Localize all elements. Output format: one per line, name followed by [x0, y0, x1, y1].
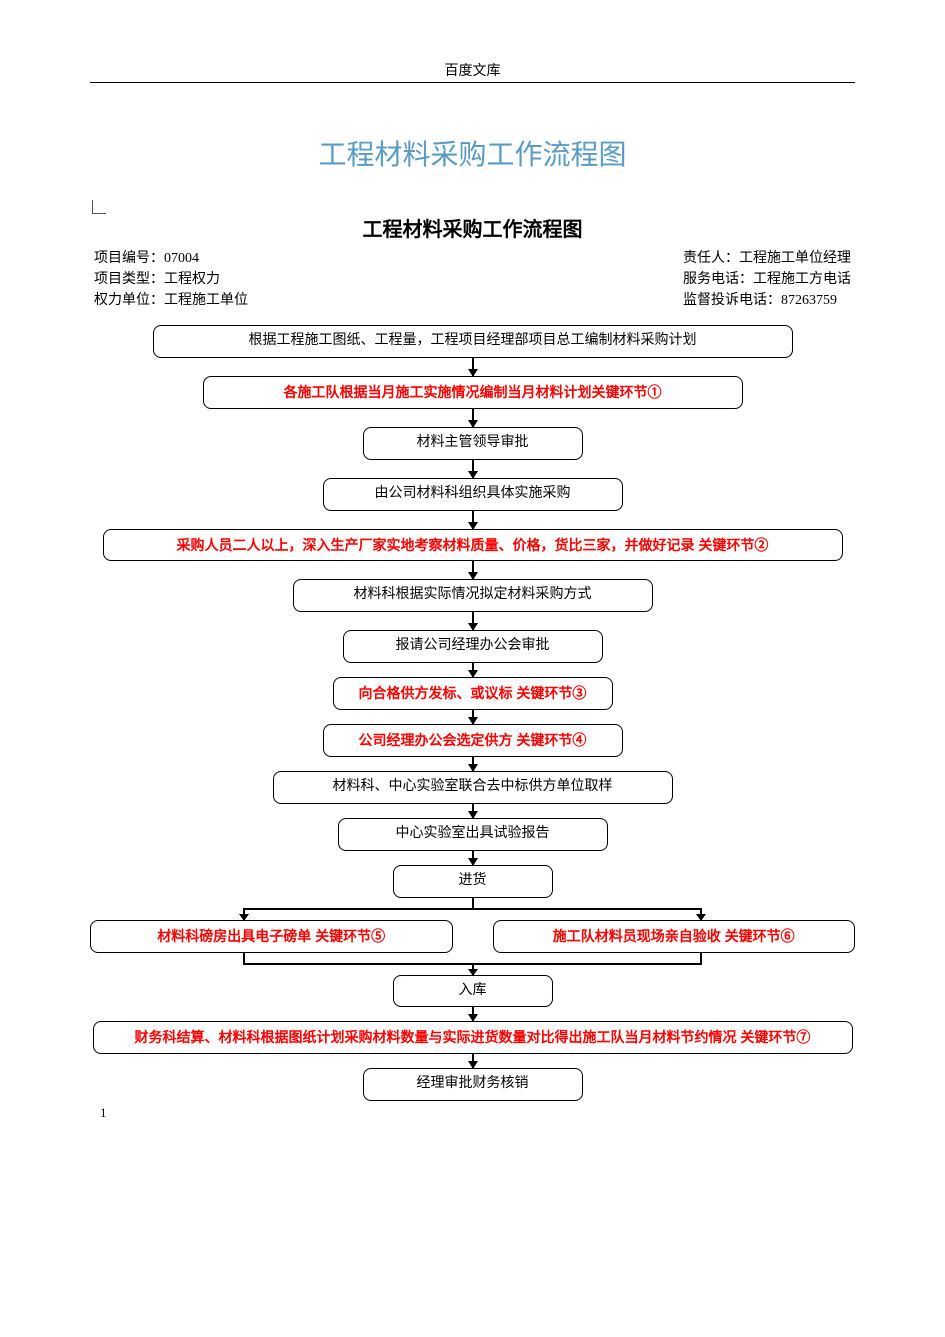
site-header: 百度文库 — [90, 60, 855, 83]
flow-arrow — [472, 358, 474, 376]
flow-split-connector — [90, 898, 855, 920]
flow-node-16: 财务科结算、材料科根据图纸计划采购材料数量与实际进货数量对比得出施工队当月材料节… — [93, 1021, 853, 1054]
flow-merge-connector — [90, 953, 855, 975]
flow-node-7: 报请公司经理办公会审批 — [343, 630, 603, 663]
flow-node-10: 材料科、中心实验室联合去中标供方单位取样 — [273, 771, 673, 804]
flow-node-4: 由公司材料科组织具体实施采购 — [323, 478, 623, 511]
flow-node-8: 向合格供方发标、或议标 关键环节③ — [333, 677, 613, 710]
flow-node-5: 采购人员二人以上，深入生产厂家实地考察材料质量、价格，货比三家，并做好记录 关键… — [103, 529, 843, 562]
meta-project-type: 项目类型：工程权力 — [94, 269, 248, 290]
flow-arrow — [472, 511, 474, 529]
sub-title: 工程材料采购工作流程图 — [90, 213, 855, 242]
flow-arrow — [472, 710, 474, 724]
flow-node-9: 公司经理办公会选定供方 关键环节④ — [323, 724, 623, 757]
flow-node-3: 材料主管领导审批 — [363, 427, 583, 460]
flow-node-17: 经理审批财务核销 — [363, 1068, 583, 1101]
flow-arrow — [472, 663, 474, 677]
flow-arrow — [472, 561, 474, 579]
flowchart: 根据工程施工图纸、工程量，工程项目经理部项目总工编制材料采购计划 各施工队根据当… — [90, 325, 855, 1101]
crop-mark-icon — [92, 200, 106, 214]
flow-split-row: 材料科磅房出具电子磅单 关键环节⑤ 施工队材料员现场亲自验收 关键环节⑥ — [90, 920, 855, 953]
page-number: 1 — [90, 1105, 855, 1121]
flow-arrow — [472, 409, 474, 427]
flow-node-15: 入库 — [393, 975, 553, 1008]
flow-arrow — [472, 460, 474, 478]
meta-left: 项目编号：07004 项目类型：工程权力 权力单位：工程施工单位 — [94, 248, 248, 311]
flow-node-13: 材料科磅房出具电子磅单 关键环节⑤ — [90, 920, 453, 953]
meta-authority-unit: 权力单位：工程施工单位 — [94, 290, 248, 311]
meta-block: 项目编号：07004 项目类型：工程权力 权力单位：工程施工单位 责任人：工程施… — [90, 248, 855, 311]
flow-node-14: 施工队材料员现场亲自验收 关键环节⑥ — [493, 920, 856, 953]
main-title: 工程材料采购工作流程图 — [90, 133, 855, 173]
flow-node-1: 根据工程施工图纸、工程量，工程项目经理部项目总工编制材料采购计划 — [153, 325, 793, 358]
meta-project-id: 项目编号：07004 — [94, 248, 248, 269]
meta-responsible: 责任人：工程施工单位经理 — [683, 248, 851, 269]
meta-service-phone: 服务电话：工程施工方电话 — [683, 269, 851, 290]
flow-node-2: 各施工队根据当月施工实施情况编制当月材料计划关键环节① — [203, 376, 743, 409]
meta-right: 责任人：工程施工单位经理 服务电话：工程施工方电话 监督投诉电话：8726375… — [683, 248, 851, 311]
flow-arrow — [472, 851, 474, 865]
flow-node-11: 中心实验室出具试验报告 — [338, 818, 608, 851]
flow-arrow — [472, 612, 474, 630]
flow-arrow — [472, 1007, 474, 1021]
flow-arrow — [472, 804, 474, 818]
flow-arrow — [472, 1054, 474, 1068]
meta-supervise-phone: 监督投诉电话：87263759 — [683, 290, 851, 311]
flow-arrow — [472, 757, 474, 771]
flow-node-12: 进货 — [393, 865, 553, 898]
flow-node-6: 材料科根据实际情况拟定材料采购方式 — [293, 579, 653, 612]
document-page: 百度文库 工程材料采购工作流程图 工程材料采购工作流程图 项目编号：07004 … — [0, 0, 945, 1151]
